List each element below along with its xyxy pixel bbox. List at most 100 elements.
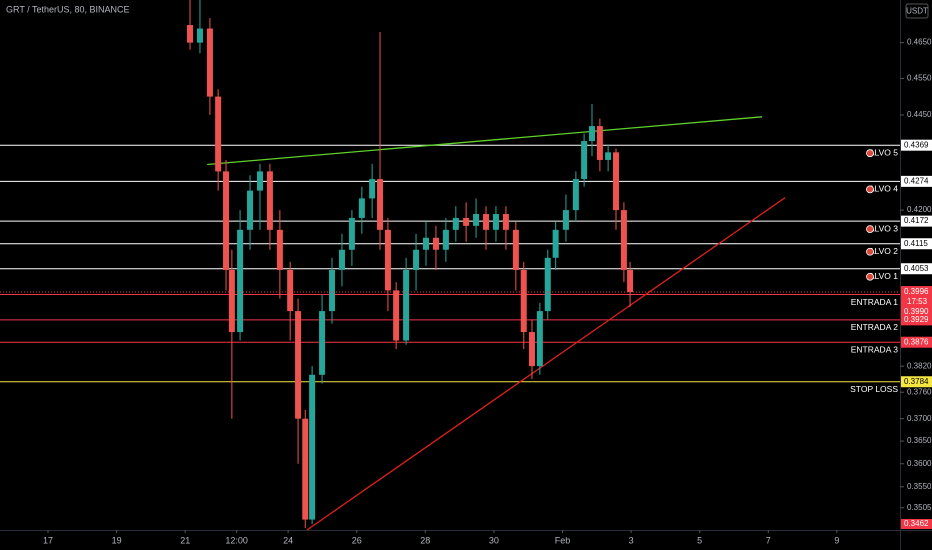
- candle-body: [552, 229, 559, 258]
- y-tick-label: 0.3650: [907, 436, 932, 445]
- candle-body: [544, 257, 551, 312]
- candle-body: [620, 210, 627, 270]
- candle-body: [520, 269, 527, 333]
- level-price-box: [901, 314, 932, 326]
- level-name: ALVO 2: [869, 246, 898, 256]
- candle-body: [377, 179, 384, 230]
- candle-body: [463, 217, 470, 226]
- y-tick-label: 0.3600: [907, 459, 932, 468]
- y-tick-label: 0.3700: [907, 414, 932, 423]
- candle-body: [196, 28, 203, 43]
- candle-body: [581, 141, 588, 180]
- level-name: ALVO 4: [869, 184, 898, 194]
- current-price-label: 0.3996: [904, 287, 929, 296]
- candle-body: [452, 217, 459, 230]
- level-price-box: [901, 263, 932, 275]
- candle-body: [247, 190, 254, 230]
- x-tick-label: Feb: [555, 535, 571, 545]
- level-name: STOP LOSS: [850, 384, 898, 394]
- level-name: ALVO 5: [869, 147, 898, 157]
- candle-body: [338, 249, 345, 270]
- candle-body: [223, 171, 230, 270]
- candle-body: [187, 25, 194, 43]
- candle-body: [605, 152, 612, 160]
- level-price-box: [901, 215, 932, 227]
- candle-body: [528, 332, 535, 367]
- candle-body: [393, 290, 400, 341]
- candle-body: [536, 311, 543, 367]
- level-price-box: [901, 376, 932, 388]
- level-price-box: [901, 238, 932, 250]
- x-tick-label: 28: [420, 535, 430, 545]
- candle-body: [413, 249, 420, 270]
- level-name: ALVO 1: [869, 271, 898, 281]
- candle-body: [215, 96, 222, 172]
- level-price-label: 0.4274: [904, 176, 929, 185]
- low-marker-box: [901, 519, 932, 529]
- level-price-label: 0.3990: [904, 307, 929, 316]
- y-tick-label: 0.4200: [907, 205, 932, 214]
- level-name: ALVO 3: [869, 223, 898, 233]
- y-tick-label: 0.4650: [907, 38, 932, 47]
- y-tick-label: 0.3550: [907, 482, 932, 491]
- candle-body: [588, 126, 595, 142]
- level-price-box: [901, 336, 932, 348]
- candle-body: [432, 237, 439, 250]
- low-marker-label: 0.3462: [904, 519, 929, 528]
- level-price-label: 0.3784: [904, 377, 929, 386]
- candle-body: [309, 374, 316, 520]
- candle-body: [348, 217, 355, 250]
- candle-body: [384, 229, 391, 291]
- candle-body: [369, 179, 376, 199]
- candle-body: [422, 237, 429, 250]
- currency-box: [905, 3, 929, 19]
- level-icon: [866, 225, 874, 234]
- current-price-box: [901, 286, 932, 308]
- level-price-label: 0.3876: [904, 337, 929, 346]
- candle-body: [295, 311, 302, 419]
- candle-body: [403, 269, 410, 341]
- y-tick-label: 0.3505: [907, 503, 932, 512]
- currency-label: USDT: [906, 7, 928, 16]
- candle-body: [329, 269, 336, 312]
- level-price-label: 0.4115: [904, 239, 928, 248]
- level-icon: [866, 149, 874, 158]
- candle-body: [206, 28, 213, 97]
- candle-body: [492, 214, 499, 230]
- candle-body: [266, 171, 273, 230]
- level-price-label: 0.4053: [904, 264, 929, 273]
- level-icon: [866, 247, 874, 256]
- y-tick-label: 0.4550: [907, 74, 932, 83]
- x-tick-label: 24: [283, 535, 293, 545]
- level-icon: [866, 272, 874, 281]
- candle-body: [237, 229, 244, 333]
- candle-body: [483, 214, 490, 230]
- candle-body: [256, 171, 263, 191]
- x-tick-label: 9: [834, 535, 839, 545]
- x-tick-label: 12:00: [225, 535, 248, 545]
- level-price-label: 0.3929: [904, 315, 929, 324]
- x-tick-label: 30: [489, 535, 499, 545]
- y-tick-label: 0.3760: [907, 387, 932, 396]
- candle-body: [302, 418, 309, 520]
- candle-body: [596, 126, 603, 160]
- level-price-label: 0.4172: [904, 216, 929, 225]
- level-price-box: [901, 139, 932, 151]
- countdown-label: 17:53: [907, 297, 928, 306]
- level-name: ENTRADA 3: [851, 344, 899, 354]
- x-tick-label: 5: [697, 535, 702, 545]
- x-tick-label: 19: [112, 535, 122, 545]
- trendline: [207, 116, 763, 166]
- y-tick-label: 0.3820: [907, 361, 932, 370]
- candle-body: [473, 214, 480, 226]
- candle-body: [442, 229, 449, 250]
- level-icon: [866, 185, 874, 194]
- level-price-box: [901, 306, 932, 318]
- x-tick-label: 7: [766, 535, 771, 545]
- level-price-box: [901, 175, 932, 187]
- candle-body: [613, 152, 620, 211]
- chart-title: GRT / TetherUS, 80, BINANCE: [6, 4, 130, 14]
- candle-body: [228, 269, 235, 333]
- trendline: [306, 197, 786, 531]
